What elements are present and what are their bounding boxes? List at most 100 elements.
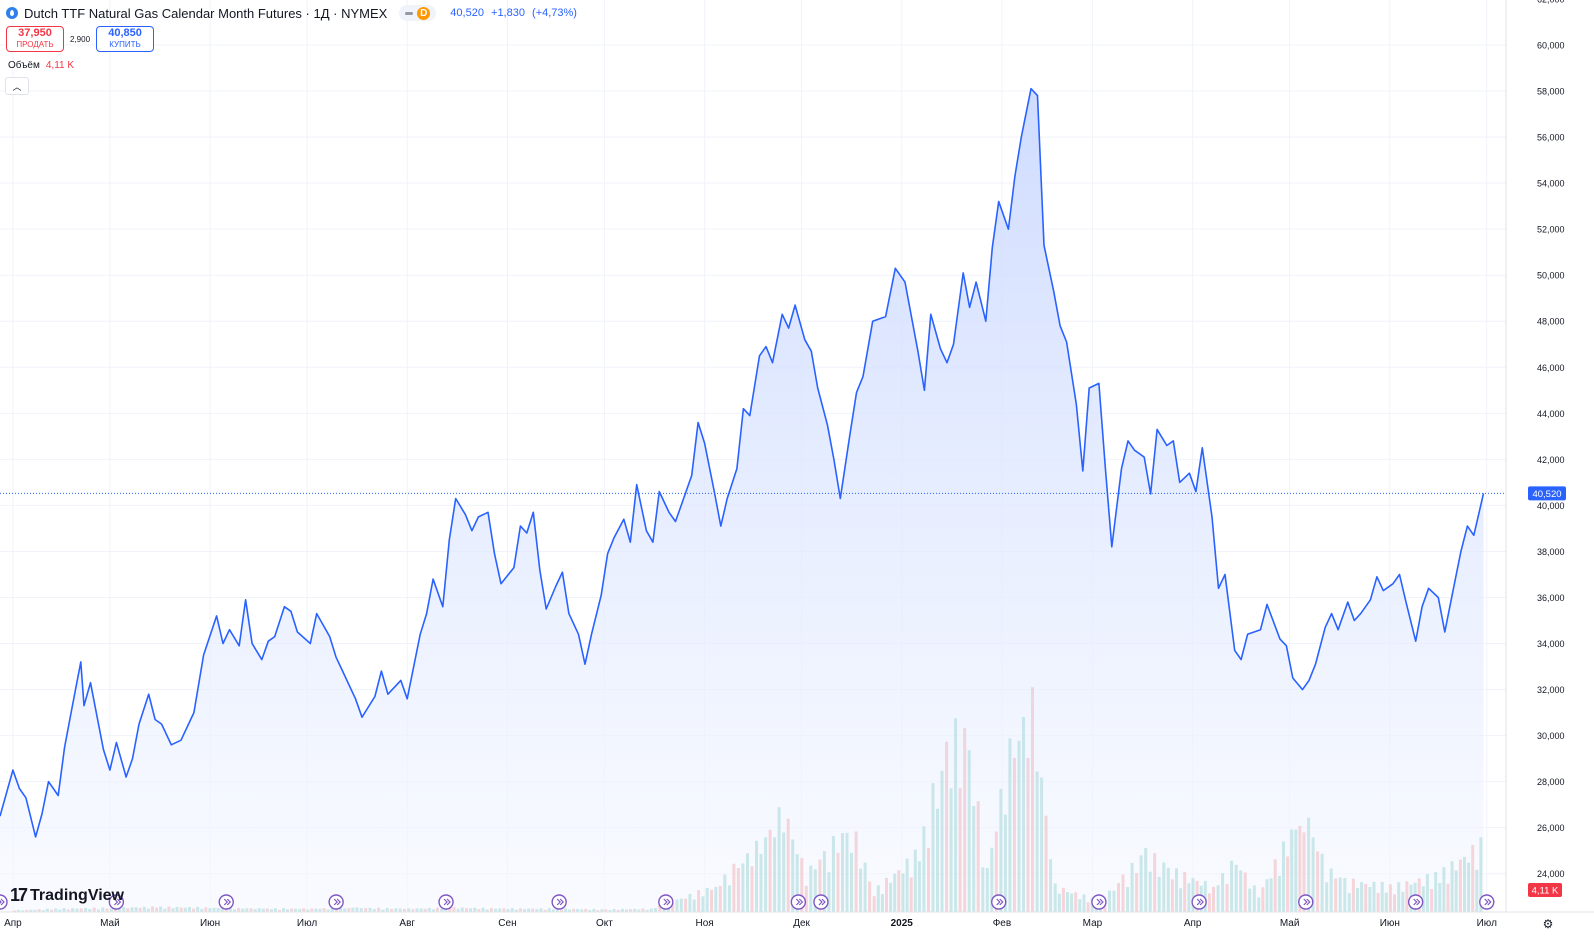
price-readout: 40,520 +1,830 (+4,73%) bbox=[450, 7, 581, 19]
y-tick-label: 30,000 bbox=[1537, 731, 1565, 741]
event-marker-ring bbox=[1091, 894, 1107, 910]
buy-price: 40,850 bbox=[108, 27, 142, 39]
tradingview-logo[interactable]: 17 TradingView bbox=[10, 885, 124, 906]
event-marker-ring bbox=[813, 894, 829, 910]
event-marker-arrow bbox=[1303, 898, 1311, 906]
event-arrow-icon bbox=[328, 894, 344, 910]
y-tick-label: 28,000 bbox=[1537, 777, 1565, 787]
chevron-up-icon: ︿ bbox=[12, 81, 22, 92]
spread-value: 2,900 bbox=[70, 34, 91, 44]
price-line bbox=[0, 87, 1485, 838]
time-axis[interactable]: Апр Май Июн Июл Авг Сен Окт Ноя Дек 2025 Фев Мар Апр… bbox=[0, 911, 1594, 929]
event-marker-ring bbox=[1298, 894, 1314, 910]
y-tick-label: 50,000 bbox=[1537, 271, 1565, 281]
event-marker-arrow bbox=[113, 898, 122, 906]
last-price-value: 40,520 bbox=[450, 7, 484, 19]
event-markers[interactable] bbox=[0, 894, 1495, 910]
change-value: +1,830 bbox=[491, 7, 525, 19]
gas-drop-icon bbox=[6, 7, 18, 19]
interval-pill[interactable]: D bbox=[399, 5, 437, 21]
event-arrow-icon bbox=[813, 894, 829, 910]
y-tick-label: 32,000 bbox=[1537, 685, 1565, 695]
event-arrow-icon bbox=[658, 894, 674, 910]
event-arrow-icon bbox=[108, 894, 125, 910]
x-tick-label: Май bbox=[100, 918, 120, 929]
event-marker-arrow bbox=[818, 898, 826, 906]
event-marker-ring bbox=[108, 894, 125, 910]
x-tick-label: Сен bbox=[498, 918, 516, 929]
y-tick-label: 58,000 bbox=[1537, 87, 1565, 97]
event-marker-ring bbox=[991, 894, 1007, 910]
x-tick-label: Авг bbox=[399, 918, 415, 929]
y-tick-label: 46,000 bbox=[1537, 363, 1565, 373]
x-tick-label: Июл bbox=[297, 918, 317, 929]
x-tick-label: Фев bbox=[993, 918, 1011, 929]
y-tick-label: 26,000 bbox=[1537, 823, 1565, 833]
price-area-fill bbox=[0, 88, 1484, 912]
settings-gear-icon[interactable]: ⚙ bbox=[1542, 917, 1554, 931]
event-marker-arrow bbox=[223, 898, 232, 906]
event-arrow-icon bbox=[551, 894, 567, 910]
x-tick-label: Июл bbox=[1477, 918, 1497, 929]
event-arrow-icon bbox=[438, 894, 454, 910]
x-tick-label: Ноя bbox=[695, 918, 713, 929]
y-tick-label: 38,000 bbox=[1537, 547, 1565, 557]
event-marker-ring bbox=[790, 894, 807, 910]
event-marker-ring bbox=[438, 894, 454, 910]
event-arrow-icon bbox=[1479, 894, 1495, 910]
event-marker-arrow bbox=[0, 898, 5, 906]
axis-price-tags: 40,520 4,11 K bbox=[1528, 486, 1566, 897]
event-marker-arrow bbox=[333, 898, 341, 906]
event-arrow-icon bbox=[1407, 894, 1424, 910]
tradingview-logo-icon: 17 bbox=[10, 885, 28, 905]
buy-label: КУПИТЬ bbox=[109, 40, 141, 49]
event-marker-arrow bbox=[1196, 898, 1204, 906]
volume-tag bbox=[1528, 883, 1562, 897]
x-tick-label: Июн bbox=[200, 918, 220, 929]
event-marker-ring bbox=[1479, 894, 1495, 910]
event-arrow-icon bbox=[991, 894, 1007, 910]
event-marker-arrow bbox=[1484, 898, 1492, 906]
event-marker-arrow bbox=[443, 898, 451, 906]
y-tick-label: 56,000 bbox=[1537, 133, 1565, 143]
x-tick-label: 2025 bbox=[891, 918, 914, 929]
change-percent: (+4,73%) bbox=[532, 7, 577, 19]
volume-label: Объём bbox=[8, 60, 40, 71]
y-tick-label: 54,000 bbox=[1537, 179, 1565, 189]
event-marker-ring bbox=[218, 894, 234, 910]
x-tick-label: Июн bbox=[1380, 918, 1400, 929]
x-tick-label: Май bbox=[1280, 918, 1300, 929]
brand-name: TradingView bbox=[30, 886, 124, 904]
event-marker-arrow bbox=[663, 898, 671, 906]
last-price-tag-label: 40,520 bbox=[1532, 489, 1561, 500]
event-marker-ring bbox=[1407, 894, 1424, 910]
volume-tag-label: 4,11 K bbox=[1532, 886, 1559, 897]
collapse-legend-button[interactable]: ︿ bbox=[5, 77, 29, 95]
y-tick-label: 36,000 bbox=[1537, 593, 1565, 603]
event-marker-ring bbox=[328, 894, 344, 910]
event-marker-arrow bbox=[1096, 898, 1104, 906]
event-marker-ring bbox=[1191, 894, 1207, 910]
y-tick-label: 60,000 bbox=[1537, 41, 1565, 51]
dash-icon bbox=[405, 11, 414, 15]
event-arrow-icon bbox=[218, 894, 234, 910]
event-arrow-icon bbox=[1091, 894, 1107, 910]
price-axis[interactable]: 24,000 26,000 28,000 30,000 32,000 34,000 36,0… bbox=[1505, 0, 1565, 912]
symbol-title[interactable]: Dutch TTF Natural Gas Calendar Month Fut… bbox=[24, 5, 388, 21]
event-marker-arrow bbox=[795, 898, 804, 906]
x-tick-label: Апр bbox=[4, 918, 22, 929]
buy-button[interactable]: 40,850 КУПИТЬ bbox=[96, 26, 155, 52]
symbol-legend: Dutch TTF Natural Gas Calendar Month Fut… bbox=[6, 5, 581, 21]
event-marker-arrow bbox=[996, 898, 1004, 906]
event-arrow-icon bbox=[0, 894, 8, 910]
sell-button[interactable]: 37,950 ПРОДАТЬ bbox=[6, 26, 64, 52]
sell-price: 37,950 bbox=[18, 27, 52, 39]
x-tick-label: Дек bbox=[793, 918, 810, 929]
y-tick-label: 52,000 bbox=[1537, 225, 1565, 235]
x-tick-label: Апр bbox=[1184, 918, 1202, 929]
event-marker-arrow bbox=[1413, 898, 1421, 906]
event-marker-arrow bbox=[556, 898, 565, 906]
event-arrow-icon bbox=[790, 894, 807, 910]
y-tick-label: 62,000 bbox=[1537, 0, 1565, 4]
